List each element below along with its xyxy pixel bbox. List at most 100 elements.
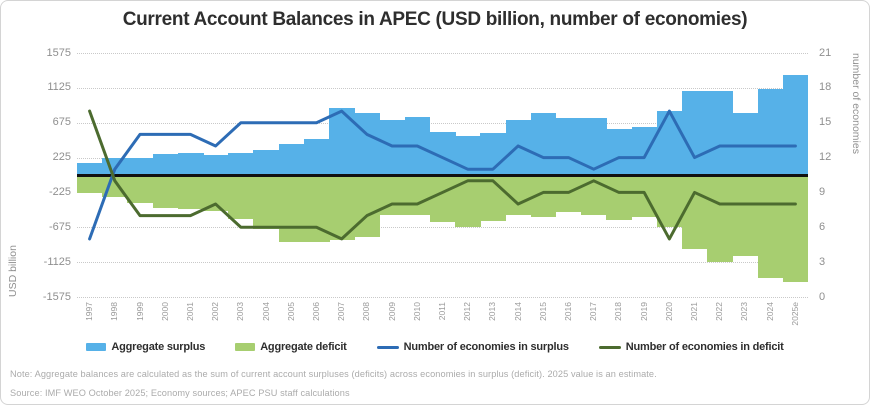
surplus-bar-2015 xyxy=(530,112,557,175)
x-tick-label-2000: 2000 xyxy=(159,302,170,321)
y-tick-label: -225 xyxy=(48,185,71,198)
legend-label: Aggregate surplus xyxy=(111,341,206,353)
legend-swatch-bar xyxy=(235,343,256,351)
chart-title: Current Account Balances in APEC (USD bi… xyxy=(122,9,748,30)
deficit-bar-2022 xyxy=(707,175,733,263)
x-tick-label-2014: 2014 xyxy=(512,302,523,321)
x-tick-label-2007: 2007 xyxy=(336,302,347,321)
x-tick-label-2017: 2017 xyxy=(588,302,599,321)
y-tick-label: 225 xyxy=(52,151,71,164)
number-of-economies-in-deficit-line xyxy=(88,109,797,241)
x-tick-label-2021: 2021 xyxy=(689,302,700,321)
gridline xyxy=(77,53,808,54)
deficit-bar-2005 xyxy=(278,175,305,242)
y-axis-ticks-right: 21 18 15 12 9 6 3 0 xyxy=(819,47,853,303)
surplus-bar-1999 xyxy=(127,157,154,175)
y-tick-label: 3 xyxy=(819,255,826,268)
legend: Aggregate surplus Aggregate deficit Number… xyxy=(1,341,869,353)
source-text: Source: IMF WEO October 2025; Economy so… xyxy=(10,388,350,398)
surplus-bar-2002 xyxy=(203,155,229,175)
x-tick-label-2015: 2015 xyxy=(537,302,548,321)
surplus-bar-2018 xyxy=(606,129,633,175)
deficit-bar-2018 xyxy=(606,175,633,220)
gridline xyxy=(77,262,808,264)
legend-item: Number of economies in deficit xyxy=(598,341,784,353)
x-tick-label-2024: 2024 xyxy=(764,302,775,321)
y-tick-label: 1125 xyxy=(47,81,71,94)
surplus-bar-2021 xyxy=(681,91,708,175)
surplus-bar-2023 xyxy=(732,113,759,175)
y-tick-label: 675 xyxy=(52,116,71,129)
x-tick-label-1997: 1997 xyxy=(84,302,95,321)
x-tick-label-2009: 2009 xyxy=(386,302,397,321)
deficit-bar-1999 xyxy=(127,175,154,204)
surplus-bar-2022 xyxy=(707,91,733,175)
surplus-bar-2024 xyxy=(757,89,784,175)
y-tick-label: 18 xyxy=(819,81,832,94)
gridline xyxy=(77,122,808,124)
deficit-bar-2025e xyxy=(782,175,809,282)
y-tick-label: 6 xyxy=(819,220,826,233)
deficit-bar-2001 xyxy=(177,175,204,210)
deficit-bar-2000 xyxy=(152,175,179,209)
x-axis-ticks: 1997 1998 1999 2000 2001 2002 2003 2004 2005 2006… xyxy=(77,302,808,340)
y-tick-label: -1125 xyxy=(43,255,71,268)
legend-item: Aggregate surplus xyxy=(86,341,205,353)
legend-label: Number of economies in surplus xyxy=(403,341,569,353)
x-tick-label-2002: 2002 xyxy=(210,302,221,321)
x-tick-label-2012: 2012 xyxy=(462,302,473,321)
x-tick-label-2023: 2023 xyxy=(739,302,750,321)
deficit-bar-2024 xyxy=(757,175,784,279)
y-tick-label: 1575 xyxy=(46,46,71,59)
y-tick-label: 0 xyxy=(819,290,826,303)
zero-baseline xyxy=(77,173,808,177)
y-axis-label-right: number of economies xyxy=(850,53,862,154)
legend-swatch-bar xyxy=(86,343,107,351)
surplus-bar-2025e xyxy=(782,75,809,175)
deficit-bar-2020 xyxy=(656,175,683,227)
x-tick-label-2020: 2020 xyxy=(663,302,674,321)
x-tick-label-2016: 2016 xyxy=(563,302,574,321)
y-tick-label: 15 xyxy=(819,116,832,129)
surplus-bar-2005 xyxy=(278,143,305,175)
deficit-bar-2021 xyxy=(681,175,708,250)
x-tick-label-2008: 2008 xyxy=(361,302,372,321)
y-tick-label: 21 xyxy=(819,46,832,59)
gridline xyxy=(77,227,808,229)
deficit-bar-2011 xyxy=(429,175,456,223)
y-tick-label: -675 xyxy=(48,220,71,233)
x-tick-label-2019: 2019 xyxy=(638,302,649,321)
x-tick-label-2004: 2004 xyxy=(260,302,271,321)
deficit-bar-2023 xyxy=(732,175,759,256)
y-axis-label-left: USD billion xyxy=(7,245,19,297)
surplus-bar-2019 xyxy=(631,126,658,175)
surplus-bar-2003 xyxy=(228,153,254,175)
surplus-bar-2016 xyxy=(555,118,582,175)
legend-label: Aggregate deficit xyxy=(260,341,347,353)
y-tick-label: 12 xyxy=(819,151,832,164)
deficit-bar-2004 xyxy=(253,175,280,230)
y-tick-label: 9 xyxy=(819,185,826,198)
x-tick-label-2013: 2013 xyxy=(487,302,498,321)
surplus-bar-1997 xyxy=(77,163,103,175)
legend-swatch-line xyxy=(598,345,621,349)
deficit-bar-2008 xyxy=(354,175,380,237)
x-tick-label-2011: 2011 xyxy=(436,302,447,321)
legend-swatch-line xyxy=(376,345,399,349)
x-tick-label-2018: 2018 xyxy=(613,302,624,321)
surplus-bar-2006 xyxy=(303,138,330,175)
deficit-bar-2010 xyxy=(404,175,431,216)
number-of-economies-in-surplus-line xyxy=(88,109,797,241)
surplus-bar-2004 xyxy=(253,150,280,175)
x-tick-label-2025e: 2025e xyxy=(789,302,800,326)
gridline xyxy=(77,87,808,89)
deficit-bar-1997 xyxy=(77,175,103,193)
surplus-bar-2001 xyxy=(177,152,204,175)
deficit-bar-2003 xyxy=(228,175,254,219)
x-tick-label-1999: 1999 xyxy=(134,302,145,321)
x-tick-label-2005: 2005 xyxy=(285,302,296,321)
surplus-bar-2008 xyxy=(354,112,380,175)
y-tick-label: -1575 xyxy=(42,290,71,303)
x-tick-label-2003: 2003 xyxy=(235,302,246,321)
